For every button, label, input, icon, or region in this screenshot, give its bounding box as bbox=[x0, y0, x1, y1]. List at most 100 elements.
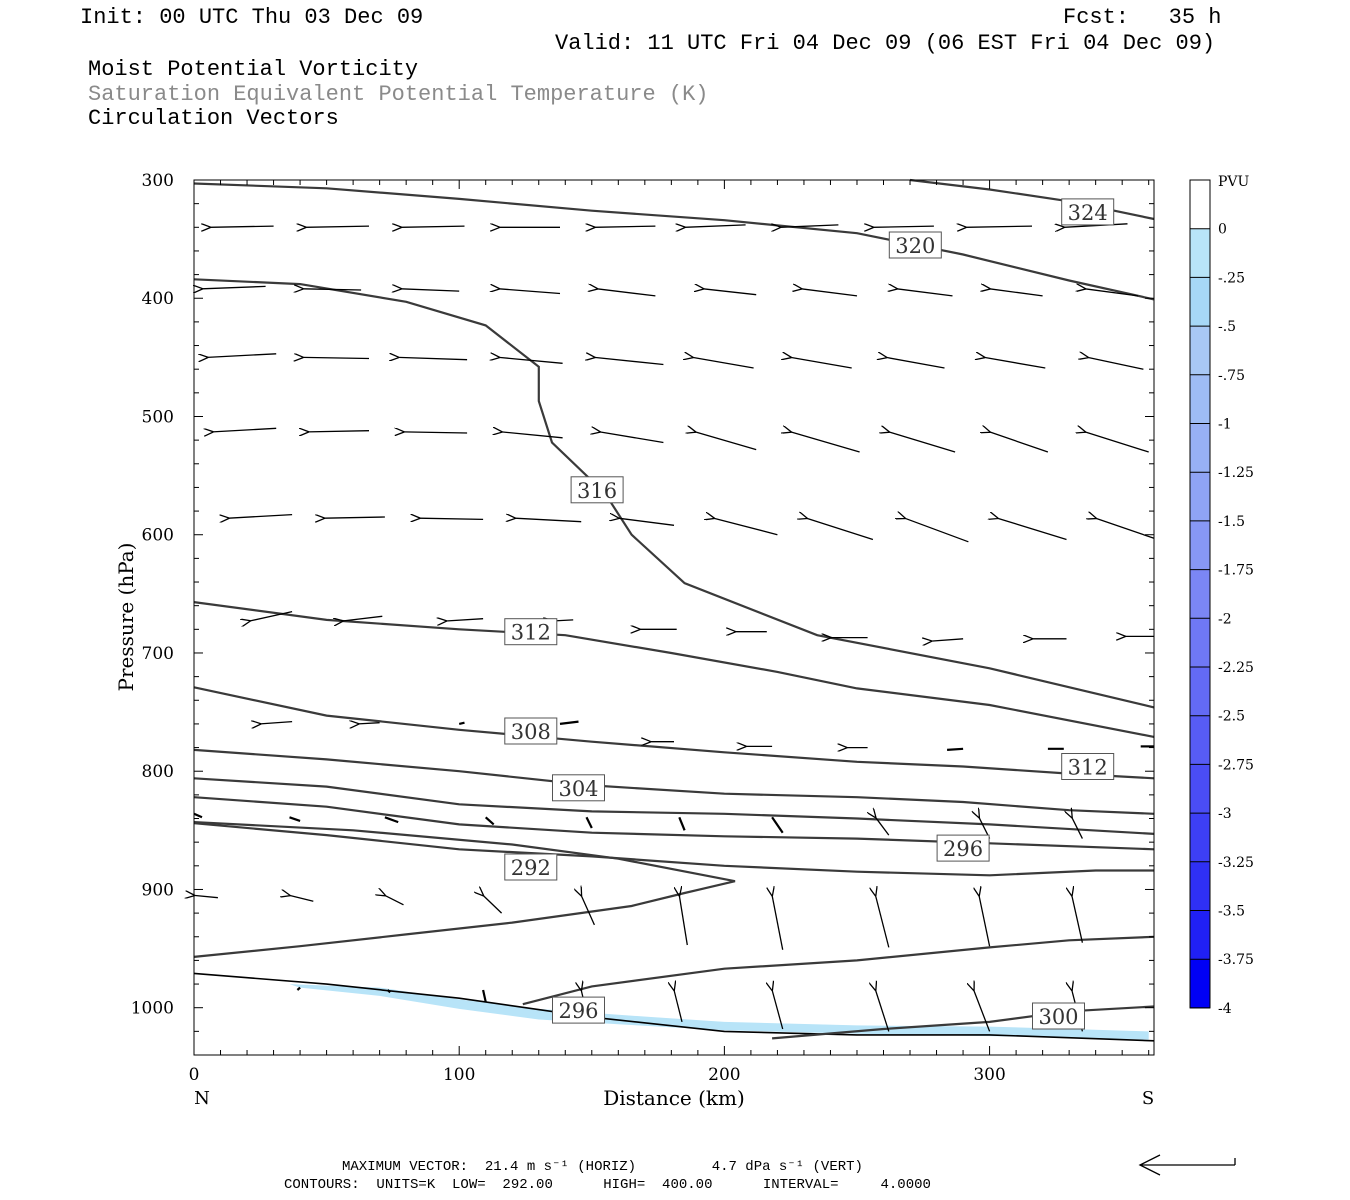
contour-label-300: 300 bbox=[1032, 1002, 1085, 1030]
contour-label-312: 312 bbox=[504, 618, 558, 646]
contour-label-text: 296 bbox=[558, 999, 598, 1023]
contour-label-box bbox=[504, 853, 558, 881]
circulation-vector bbox=[499, 289, 561, 295]
x-end-label-north: N bbox=[194, 1088, 210, 1109]
colorbar-swatch bbox=[1190, 277, 1210, 327]
contour-label-text: 312 bbox=[1068, 756, 1108, 780]
circulation-vector bbox=[876, 990, 890, 1032]
circulation-vector bbox=[308, 431, 370, 432]
circulation-vector bbox=[1064, 223, 1128, 228]
circulation-vector bbox=[303, 357, 370, 358]
circulation-vector bbox=[194, 895, 218, 897]
legend-theta-es: Saturation Equivalent Potential Temperat… bbox=[88, 82, 709, 107]
circulation-vector bbox=[398, 357, 468, 359]
circulation-vector bbox=[559, 720, 579, 725]
circulation-vector bbox=[791, 357, 852, 369]
circulation-vector bbox=[594, 357, 664, 366]
contour-label-text: 308 bbox=[511, 720, 551, 744]
colorbar-swatch bbox=[1190, 423, 1210, 473]
contour-label-text: 300 bbox=[1038, 1005, 1078, 1029]
circulation-vector bbox=[213, 427, 277, 432]
circulation-vector bbox=[324, 517, 385, 518]
circulation-vector bbox=[886, 357, 945, 369]
y-tick-label: 400 bbox=[142, 289, 174, 309]
circulation-vector bbox=[296, 986, 301, 991]
circulation-vector bbox=[482, 989, 487, 1003]
theta-es-contour-320 bbox=[193, 182, 1155, 301]
colorbar-level-label: -.25 bbox=[1218, 270, 1245, 286]
footer-contours: CONTOURS: UNITS=K LOW= 292.00 HIGH= 400.… bbox=[284, 1177, 931, 1193]
contour-label-308: 308 bbox=[504, 717, 558, 745]
colorbar-swatch bbox=[1190, 180, 1210, 230]
circulation-vector bbox=[499, 357, 563, 364]
circulation-vector bbox=[594, 226, 656, 227]
theta-es-contour-296 bbox=[193, 822, 1154, 877]
contour-label-box bbox=[504, 717, 558, 745]
colorbar-level-label: -4 bbox=[1218, 1001, 1232, 1017]
colorbar-level-label: -3.25 bbox=[1218, 855, 1254, 871]
circulation-vector bbox=[979, 895, 991, 947]
theta-es-contour-312 bbox=[193, 601, 1155, 738]
contour-label-292: 292 bbox=[504, 853, 558, 881]
circulation-vector bbox=[193, 812, 203, 819]
contour-label-box bbox=[570, 476, 624, 504]
circulation-vector bbox=[458, 721, 465, 725]
contour-label-text: 320 bbox=[895, 234, 935, 258]
y-tick-label: 500 bbox=[142, 408, 174, 428]
circulation-vector bbox=[401, 226, 465, 227]
theta-es-contour-312 bbox=[193, 686, 1155, 780]
colorbar-swatch bbox=[1190, 715, 1210, 765]
colorbar-level-label: -.5 bbox=[1218, 319, 1236, 335]
contour-label-box bbox=[1061, 753, 1115, 780]
y-tick-label: 800 bbox=[142, 762, 174, 782]
circulation-vector bbox=[1096, 518, 1155, 539]
circulation-vector bbox=[801, 289, 858, 297]
theta-es-contour-292 bbox=[193, 821, 736, 958]
circulation-vector bbox=[1085, 432, 1149, 453]
circulation-vector bbox=[703, 289, 757, 296]
y-tick-label: 300 bbox=[142, 171, 174, 191]
circulation-vector bbox=[229, 513, 293, 519]
circulation-vector bbox=[998, 518, 1067, 541]
circulation-vector bbox=[483, 895, 503, 914]
reference-vector bbox=[1138, 1154, 1236, 1176]
circulation-vector bbox=[384, 816, 399, 824]
footer-max-vector: MAXIMUM VECTOR: 21.4 m s⁻¹ (HORIZ) 4.7 d… bbox=[342, 1159, 863, 1175]
theta-es-contour-300 bbox=[772, 1005, 1155, 1040]
contour-label-box bbox=[888, 231, 942, 259]
circulation-vector bbox=[401, 289, 460, 291]
colorbar-swatch bbox=[1190, 959, 1210, 1009]
circulation-vector bbox=[876, 817, 890, 836]
contour-label-text: 312 bbox=[511, 621, 551, 645]
circulation-vector bbox=[771, 816, 784, 834]
circulation-vector bbox=[618, 518, 675, 526]
circulation-vector bbox=[685, 225, 746, 227]
circulation-vector bbox=[502, 432, 563, 439]
colorbar-swatch bbox=[1190, 667, 1210, 717]
circulation-vector bbox=[446, 619, 484, 621]
legend-mpv: Moist Potential Vorticity bbox=[88, 57, 419, 82]
colorbar-level-label: -3.75 bbox=[1218, 952, 1254, 968]
colorbar-level-label: -2.25 bbox=[1218, 660, 1254, 676]
circulation-vector bbox=[386, 989, 391, 994]
colorbar-level-label: -1.25 bbox=[1218, 465, 1254, 481]
colorbar-level-label: -1.75 bbox=[1218, 563, 1254, 579]
contour-label-324: 324 bbox=[1061, 198, 1115, 226]
circulation-vector bbox=[990, 432, 1049, 453]
circulation-vector bbox=[597, 289, 656, 297]
circulation-vector bbox=[714, 518, 778, 536]
circulation-vector bbox=[385, 895, 404, 906]
contour-label-box bbox=[1061, 198, 1115, 226]
colorbar-swatch bbox=[1190, 569, 1210, 619]
y-tick-label: 1000 bbox=[131, 999, 174, 1019]
ground-surface-line bbox=[193, 972, 1155, 1042]
contour-label-text: 304 bbox=[558, 777, 598, 801]
circulation-vector bbox=[207, 353, 277, 358]
circulation-vector bbox=[990, 289, 1043, 297]
colorbar-level-label: 0 bbox=[1218, 222, 1227, 238]
circulation-vector bbox=[210, 226, 274, 227]
valid-time: Valid: 11 UTC Fri 04 Dec 09 (06 EST Fri … bbox=[555, 31, 1216, 56]
colorbar-swatch bbox=[1190, 228, 1210, 278]
circulation-vector bbox=[695, 432, 757, 451]
theta-es-contour-304 bbox=[193, 748, 1155, 815]
